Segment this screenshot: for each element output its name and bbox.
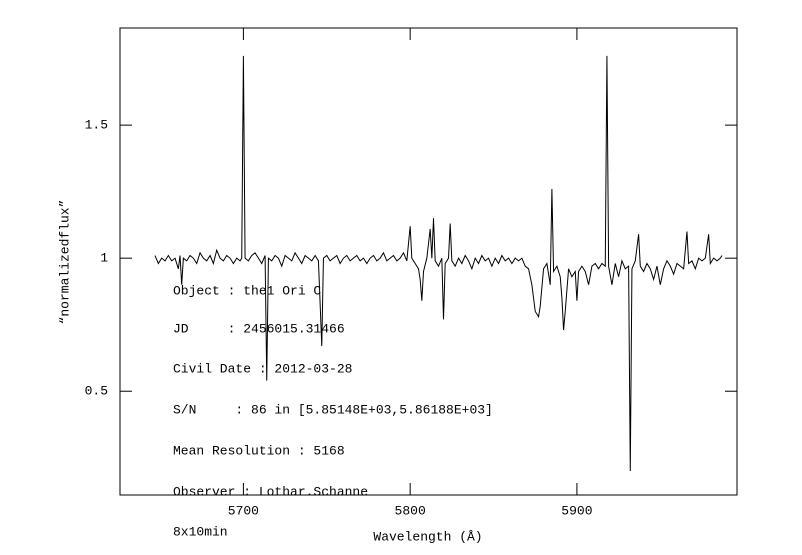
annotation: Mean Resolution : 5168	[173, 443, 345, 458]
annotation: JD : 2456015.31466	[173, 321, 345, 336]
spectrum-line	[154, 55, 723, 472]
y-axis-label: “normalizedflux”	[57, 200, 72, 325]
y-tick-label: 1	[100, 251, 108, 266]
annotation: Observer : Lothar.Schanne	[173, 484, 368, 499]
x-axis-label: Wavelength (Å)	[373, 529, 482, 544]
y-tick-label: 1.5	[85, 118, 108, 133]
annotation: Object : the1 Ori C	[173, 283, 321, 298]
annotation: S/N : 86 in [5.85148E+03,5.86188E+03]	[173, 402, 493, 417]
x-tick-label: 5700	[228, 503, 259, 518]
annotation: Civil Date : 2012-03-28	[173, 361, 352, 376]
annotation: 8x10min	[173, 524, 228, 539]
y-tick-label: 0.5	[85, 384, 108, 399]
plot-frame	[119, 27, 738, 496]
x-tick-label: 5900	[561, 503, 592, 518]
x-tick-label: 5800	[395, 503, 426, 518]
